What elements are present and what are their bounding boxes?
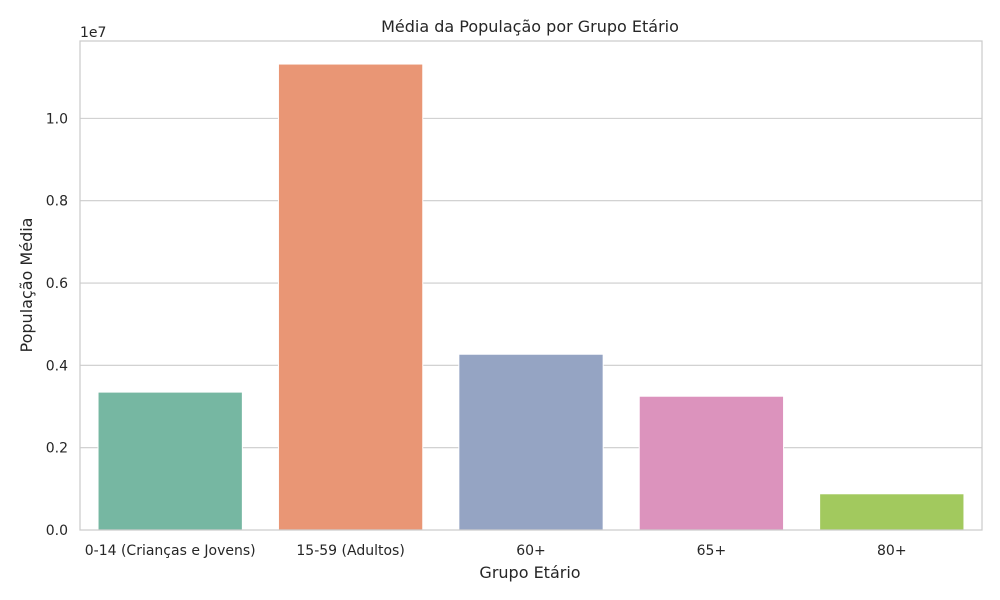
x-tick-label: 15-59 (Adultos) xyxy=(296,543,404,559)
y-offset-label: 1e7 xyxy=(80,25,106,41)
y-tick-label: 0.6 xyxy=(46,276,68,292)
x-axis-ticks: 0-14 (Crianças e Jovens) 15-59 (Adultos) 6… xyxy=(85,543,907,559)
y-tick-label: 1.0 xyxy=(46,111,68,127)
bar xyxy=(277,63,424,531)
bars xyxy=(97,63,965,531)
y-axis-ticks: 0.0 0.2 0.4 0.6 0.8 1.0 xyxy=(46,111,68,539)
x-axis-label: Grupo Etário xyxy=(479,563,580,582)
x-tick-label: 60+ xyxy=(516,543,546,559)
x-tick-label: 65+ xyxy=(697,543,727,559)
y-tick-label: 0.2 xyxy=(46,441,68,457)
chart-title: Média da População por Grupo Etário xyxy=(381,17,679,36)
bar xyxy=(819,493,965,531)
bar xyxy=(97,391,243,531)
x-tick-label: 80+ xyxy=(877,543,907,559)
x-tick-label: 0-14 (Crianças e Jovens) xyxy=(85,543,256,559)
y-tick-label: 0.0 xyxy=(46,523,68,539)
plot-frame xyxy=(79,40,983,531)
y-axis-label: População Média xyxy=(17,218,36,353)
bar xyxy=(638,395,785,531)
bar xyxy=(458,353,604,531)
y-tick-label: 0.4 xyxy=(46,358,68,374)
y-tick-label: 0.8 xyxy=(46,194,68,210)
